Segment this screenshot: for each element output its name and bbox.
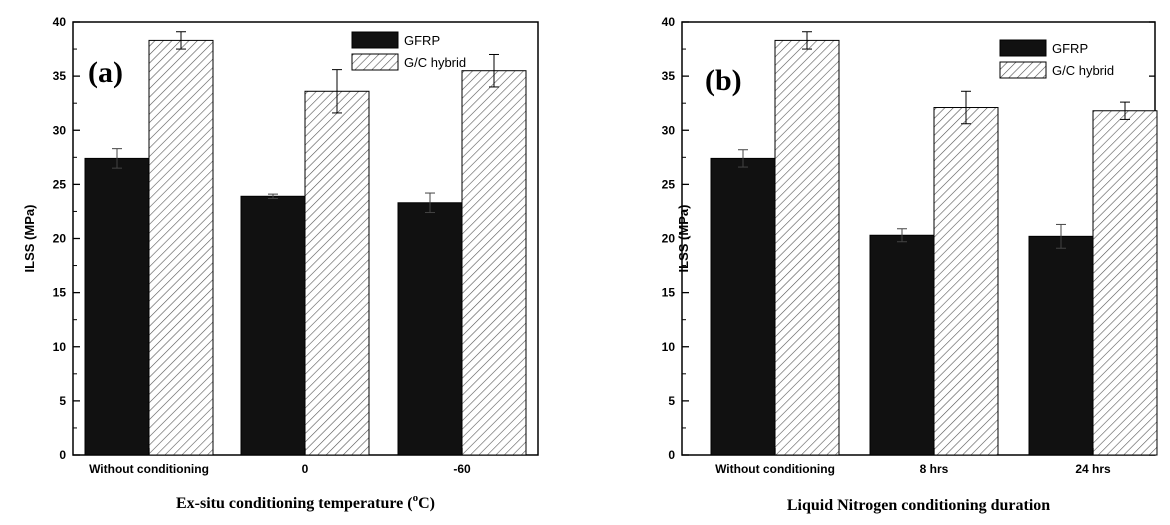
bar-gfrp: [869, 234, 935, 456]
x-tick-label: Without conditioning: [89, 462, 209, 476]
x-tick-label: 8 hrs: [920, 462, 949, 476]
legend-label: G/C hybrid: [1052, 63, 1114, 78]
x-tick-label: 24 hrs: [1075, 462, 1111, 476]
legend-label: GFRP: [404, 33, 440, 48]
legend-label: GFRP: [1052, 41, 1088, 56]
x-tick-label: -60: [453, 462, 471, 476]
y-tick-label: 0: [668, 448, 675, 462]
x-axis-title: Ex-situ conditioning temperature (oC): [176, 492, 435, 512]
bar-gc-hybrid: [774, 39, 840, 456]
y-tick-label: 15: [53, 286, 67, 300]
x-tick-label: Without conditioning: [715, 462, 835, 476]
y-tick-label: 5: [59, 394, 66, 408]
y-tick-label: 30: [53, 123, 67, 137]
y-tick-label: 20: [662, 232, 676, 246]
bar-gfrp: [84, 157, 150, 456]
x-tick-label: 0: [302, 462, 309, 476]
y-tick-label: 10: [662, 340, 676, 354]
y-axis-title: ILSS (MPa): [676, 205, 691, 273]
bar-gfrp: [240, 195, 306, 456]
bar-gc-hybrid: [148, 39, 214, 456]
y-tick-label: 35: [662, 69, 676, 83]
y-axis-title: ILSS (MPa): [22, 205, 37, 273]
y-tick-label: 15: [662, 286, 676, 300]
bar-gc-hybrid: [1092, 110, 1158, 456]
y-tick-label: 25: [53, 177, 67, 191]
bar-gc-hybrid: [461, 70, 527, 456]
y-tick-label: 30: [662, 123, 676, 137]
bar-gfrp: [710, 157, 776, 456]
panel-label: (b): [705, 64, 742, 97]
y-tick-label: 10: [53, 340, 67, 354]
y-tick-label: 25: [662, 177, 676, 191]
x-axis-title: Liquid Nitrogen conditioning duration: [787, 497, 1050, 514]
legend-swatch: [351, 31, 399, 49]
panel-label: (a): [88, 56, 123, 89]
bar-gfrp: [397, 202, 463, 456]
y-tick-label: 40: [662, 15, 676, 29]
chart-panel-a: 0 5 10 15 20 25 30 35 40 ILSS (MPa) Without condit…: [22, 15, 539, 512]
legend: GFRP G/C hybrid: [999, 39, 1114, 79]
bar-gc-hybrid: [933, 107, 999, 456]
bar-gc-hybrid: [304, 90, 370, 456]
y-tick-label: 35: [53, 69, 67, 83]
legend-swatch: [999, 39, 1047, 57]
chart-panel-b: 0 5 10 15 20 25 30 35 40 ILSS (MPa) Without condit…: [662, 15, 1158, 514]
bar-gfrp: [1028, 235, 1094, 456]
legend-swatch: [351, 53, 399, 71]
y-tick-label: 5: [668, 394, 675, 408]
legend-swatch: [999, 61, 1047, 79]
y-tick-label: 0: [59, 448, 66, 462]
y-tick-label: 20: [53, 232, 67, 246]
legend: GFRP G/C hybrid: [351, 31, 466, 71]
y-tick-label: 40: [53, 15, 67, 29]
legend-label: G/C hybrid: [404, 55, 466, 70]
